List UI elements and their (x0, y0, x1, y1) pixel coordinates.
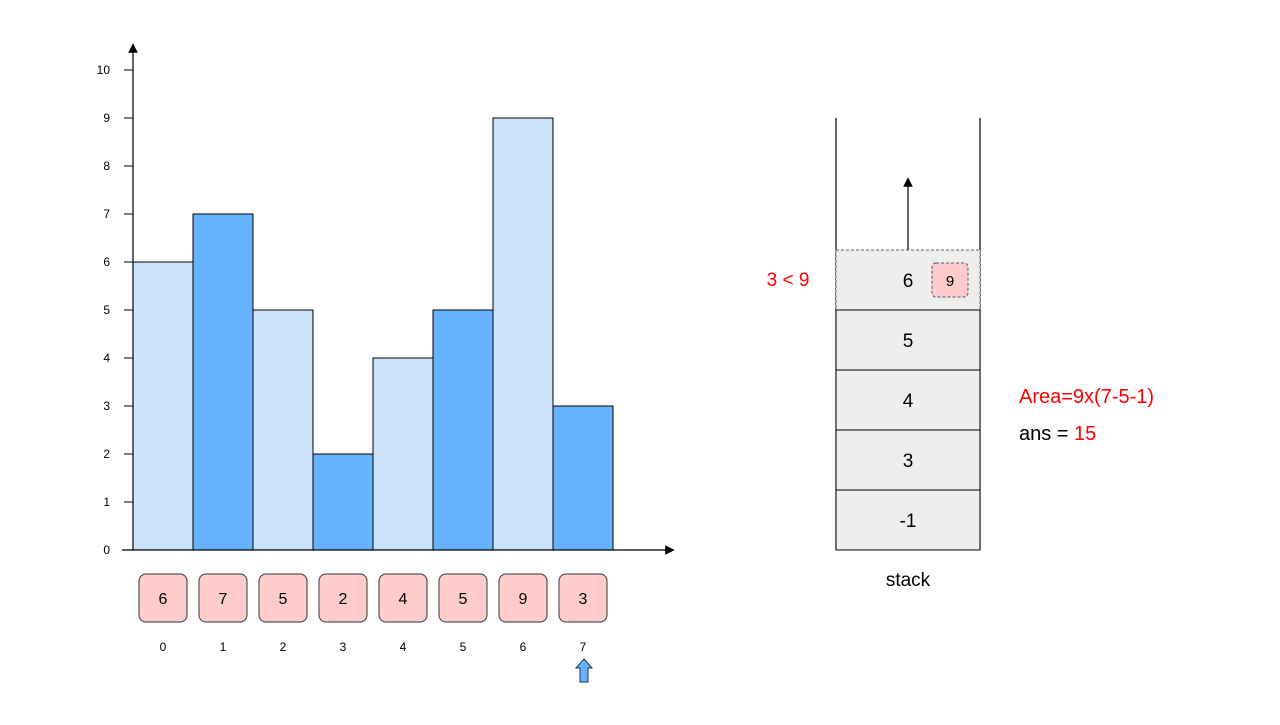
stack: 6 5 4 3 -1 9 stack (835, 118, 981, 591)
array-cell-value: 4 (399, 591, 408, 608)
array-cell (558, 573, 608, 623)
y-tick-label: 9 (103, 111, 110, 125)
array-cell-value: 7 (219, 591, 228, 608)
array-index: 3 (340, 640, 347, 654)
y-tick-label: 0 (103, 543, 110, 557)
bar-2 (252, 309, 314, 551)
compare-text: 3 < 9 (767, 270, 810, 291)
array-cell-value: 3 (579, 591, 588, 608)
answer-value: 15 (1074, 423, 1096, 445)
current-index-arrow-icon (574, 658, 594, 683)
array-index: 2 (280, 640, 287, 654)
y-ticks: 0 1 2 3 4 5 6 7 8 9 10 (97, 63, 133, 557)
array-cell-value: 6 (159, 591, 168, 608)
stack-cell-value: 4 (903, 391, 914, 412)
answer: ans = 15 (1019, 423, 1096, 445)
array-cell (438, 573, 488, 623)
array-index: 5 (460, 640, 467, 654)
array-cell (318, 573, 368, 623)
stack-cell-value: -1 (900, 511, 917, 532)
area-formula: Area=9x(7-5-1) (1019, 386, 1154, 408)
array-cell (498, 573, 548, 623)
stack-cell-value: 6 (903, 271, 914, 292)
bar-5 (432, 309, 494, 551)
y-tick-label: 1 (103, 495, 110, 509)
y-tick-label: 3 (103, 399, 110, 413)
y-tick-label: 5 (103, 303, 110, 317)
stack-cell (835, 309, 981, 371)
array-cell-value: 2 (339, 591, 348, 608)
array-cell (198, 573, 248, 623)
stack-label: stack (886, 570, 931, 591)
bar-chart (132, 117, 614, 551)
answer-label: ans = (1019, 423, 1074, 445)
stack-cell (835, 369, 981, 431)
stack-cell-value: 3 (903, 451, 914, 472)
array-cell (138, 573, 188, 623)
array-cell (258, 573, 308, 623)
array-index: 7 (580, 640, 587, 654)
array-cells: 6 0 7 1 5 2 2 3 4 4 5 5 9 6 3 7 (138, 573, 608, 654)
array-cell-value: 9 (519, 591, 528, 608)
popped-value: 9 (946, 273, 954, 290)
array-cell (378, 573, 428, 623)
y-tick-label: 2 (103, 447, 110, 461)
array-cell-value: 5 (459, 591, 468, 608)
bar-3 (312, 453, 374, 551)
bar-4 (372, 357, 434, 551)
array-cell-value: 5 (279, 591, 288, 608)
bar-1 (192, 213, 254, 551)
array-index: 6 (520, 640, 527, 654)
stack-cell-value: 5 (903, 331, 914, 352)
bar-7 (552, 405, 614, 551)
bar-0 (132, 261, 194, 551)
array-index: 4 (400, 640, 407, 654)
popped-value-badge (931, 262, 969, 298)
y-tick-label: 7 (103, 207, 110, 221)
y-tick-label: 4 (103, 351, 110, 365)
chart-axes (122, 43, 675, 555)
array-index: 0 (160, 640, 167, 654)
bar-6 (492, 117, 554, 551)
y-tick-label: 6 (103, 255, 110, 269)
stack-cell (835, 429, 981, 491)
y-tick-label: 10 (97, 63, 111, 77)
stack-cell (835, 489, 981, 551)
y-tick-label: 8 (103, 159, 110, 173)
array-index: 1 (220, 640, 227, 654)
